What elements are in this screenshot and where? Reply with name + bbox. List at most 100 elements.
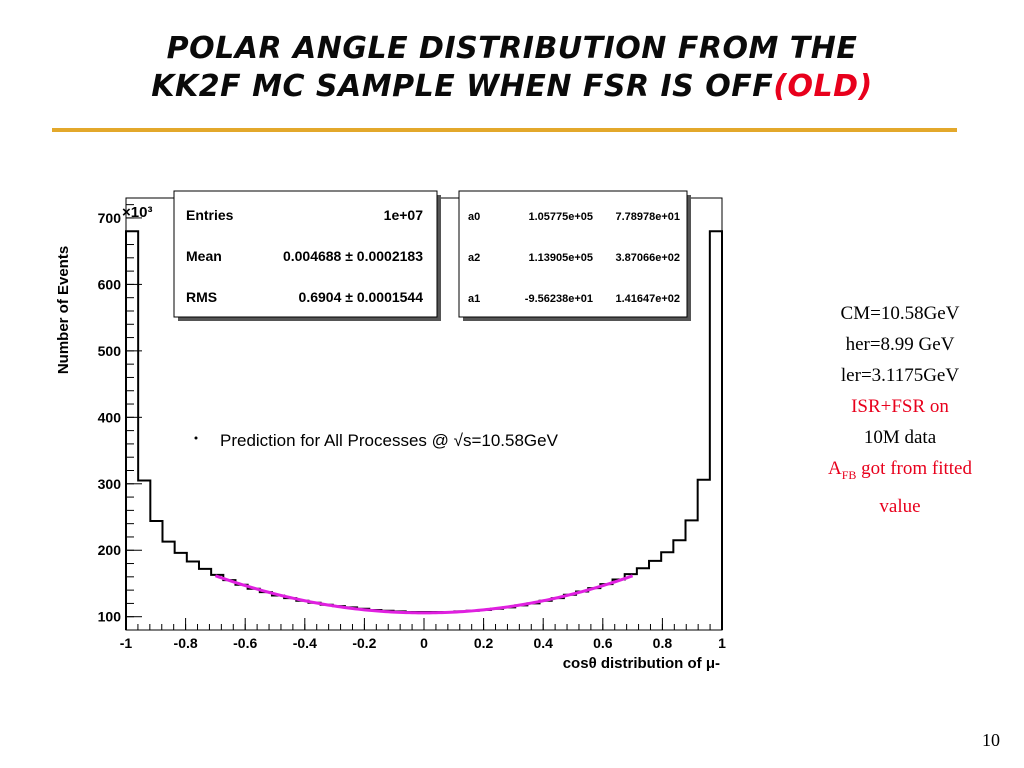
stats-box-frame [173, 190, 438, 318]
stats-rms-label: RMS [186, 289, 217, 305]
fit-a1-label: a1 [468, 293, 480, 305]
legend-entry-text: Prediction for All Processes @ √s=10.58G… [220, 431, 559, 450]
note-cm: CM=10.58GeV [840, 303, 960, 324]
fit-a1-error: 1.41647e+02 [615, 293, 680, 305]
fit-a0-label: a0 [468, 211, 480, 223]
histogram-bin [673, 540, 685, 630]
title-underline [52, 128, 957, 132]
histogram-bin [223, 580, 235, 630]
note-her: her=8.99 GeV [845, 334, 955, 355]
histogram-bin [479, 610, 491, 630]
histogram-bin [381, 611, 393, 630]
stats-mean-value: 0.004688 ± 0.0002183 [283, 248, 423, 264]
note-afb-rest: got from fitted [856, 458, 972, 479]
histogram-bin [321, 605, 333, 630]
slide-title-line1: POLAR ANGLE DISTRIBUTION FROM THE [166, 31, 858, 66]
histogram-bin [357, 609, 369, 630]
slide-title-line2-main: KK2F MC SAMPLE WHEN FSR IS OFF [151, 69, 774, 104]
slide-title-old-tag: (OLD) [773, 69, 873, 104]
y-tick-label: 700 [98, 210, 122, 226]
note-afb: AFB got from fitted [790, 453, 1010, 491]
y-tick-label: 500 [98, 343, 122, 359]
histogram-bin [698, 480, 710, 630]
x-tick-label: 0.4 [533, 635, 553, 651]
histogram-bin [272, 595, 284, 630]
histogram-bin [515, 605, 527, 630]
histogram-bin [552, 598, 564, 630]
note-afb-rest2: value [879, 495, 921, 517]
fit-a0-error: 7.78978e+01 [615, 211, 680, 223]
x-tick-label: 1 [718, 635, 726, 651]
x-tick-label: -0.6 [233, 635, 257, 651]
legend-marker [194, 436, 198, 440]
x-tick-label: -0.8 [174, 635, 198, 651]
histogram-bin [637, 568, 649, 630]
histogram-bin [150, 521, 162, 630]
histogram-bin [661, 552, 673, 630]
histogram-bin [576, 591, 588, 630]
histogram-bin [613, 579, 625, 630]
histogram-bin [345, 607, 357, 630]
histogram-bin [138, 480, 150, 630]
fit-box-frame [458, 190, 688, 318]
histogram-bin [175, 553, 187, 630]
histogram-bin [296, 601, 308, 630]
histogram-bin [211, 575, 223, 630]
x-tick-label: -0.2 [352, 635, 376, 651]
fit-a1-value: -9.56238e+01 [525, 293, 593, 305]
stats-rms-value: 0.6904 ± 0.0001544 [299, 289, 424, 305]
side-notes: CM=10.58GeV her=8.99 GeV ler=3.1175GeV I… [790, 298, 1010, 522]
x-tick-label: -0.4 [293, 635, 317, 651]
note-ler: ler=3.1175GeV [840, 365, 960, 386]
x-tick-label: 0 [420, 635, 428, 651]
stats-mean-label: Mean [186, 248, 222, 264]
histogram-bin [686, 520, 698, 630]
stats-entries-label: Entries [186, 207, 234, 223]
y-tick-label: 600 [98, 276, 122, 292]
y-tick-label: 100 [98, 609, 122, 625]
y-tick-label: 300 [98, 476, 122, 492]
stats-box: Entries 1e+07 Mean 0.004688 ± 0.0002183 … [173, 190, 441, 321]
histogram-bin [527, 603, 539, 630]
histogram-bin [710, 231, 722, 630]
histogram-bin [187, 562, 199, 630]
histogram-bin [162, 542, 174, 630]
x-tick-label: 0.2 [474, 635, 494, 651]
x-axis-title: cosθ distribution of μ- [563, 655, 720, 672]
fit-a2-value: 1.13905e+05 [528, 252, 593, 264]
note-isr-fsr: ISR+FSR on [851, 396, 949, 417]
histogram-bin [467, 611, 479, 630]
page-number: 10 [982, 730, 1000, 750]
note-afb-a: A [828, 458, 842, 479]
histogram-bin [491, 609, 503, 630]
histogram-bin [333, 606, 345, 630]
histogram-bin [540, 601, 552, 630]
histogram-bin [588, 588, 600, 630]
stats-entries-value: 1e+07 [384, 207, 424, 223]
histogram-bin [369, 610, 381, 630]
fit-a2-error: 3.87066e+02 [615, 252, 680, 264]
histogram-bin [503, 607, 515, 630]
y-tick-label: 400 [98, 409, 122, 425]
histogram-bin [248, 589, 260, 630]
x-tick-label: 0.8 [653, 635, 673, 651]
fit-curve [214, 574, 634, 615]
histogram-bin [308, 603, 320, 630]
histogram-bin [199, 569, 211, 630]
histogram-bin [564, 595, 576, 630]
slide-title-line2: KK2F MC SAMPLE WHEN FSR IS OFF(OLD) [40, 68, 984, 106]
slide-title: POLAR ANGLE DISTRIBUTION FROM THE KK2F M… [40, 30, 984, 106]
histogram-bin [625, 574, 637, 630]
histogram-bin [235, 585, 247, 630]
histogram-bin [649, 561, 661, 630]
histogram-bin [600, 584, 612, 630]
histogram-bin [284, 598, 296, 630]
legend: Prediction for All Processes @ √s=10.58G… [194, 431, 559, 450]
fit-a0-value: 1.05775e+05 [528, 211, 593, 223]
y-tick-label: 200 [98, 542, 122, 558]
x-tick-label: -1 [120, 635, 133, 651]
y-axis-title: Number of Events [55, 246, 72, 374]
fit-a2-label: a2 [468, 252, 480, 264]
x-tick-label: 0.6 [593, 635, 613, 651]
